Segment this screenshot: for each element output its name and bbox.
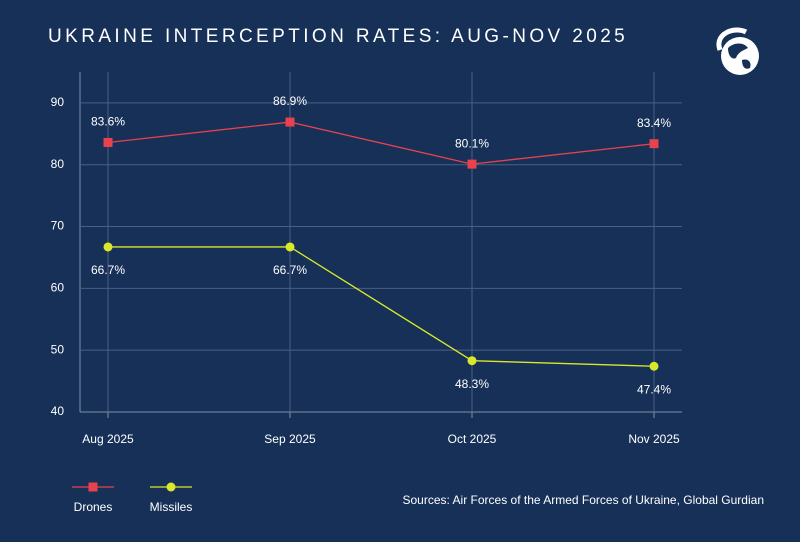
y-tick-label: 50 [51, 342, 65, 356]
value-label: 66.7% [273, 263, 307, 277]
y-tick-label: 70 [51, 219, 65, 233]
data-point [467, 159, 477, 169]
legend-marker [166, 482, 176, 492]
x-tick-label: Sep 2025 [264, 432, 316, 446]
data-point [103, 137, 113, 147]
source-note: Sources: Air Forces of the Armed Forces … [403, 493, 765, 507]
series-line [107, 121, 655, 165]
y-tick-label: 80 [51, 157, 65, 171]
x-tick-label: Nov 2025 [628, 432, 680, 446]
legend-marker [88, 482, 98, 492]
value-label: 86.9% [273, 94, 307, 108]
legend-label: Missiles [150, 500, 193, 514]
value-label: 66.7% [91, 263, 125, 277]
x-tick-label: Oct 2025 [448, 432, 497, 446]
logo [716, 27, 759, 75]
value-label: 80.1% [455, 136, 489, 150]
value-label: 83.6% [91, 115, 125, 129]
y-tick-label: 90 [51, 95, 65, 109]
chart-title: UKRAINE INTERCEPTION RATES: AUG-NOV 2025 [48, 26, 628, 47]
value-label: 48.3% [455, 377, 489, 391]
y-tick-label: 60 [51, 281, 65, 295]
x-tick-label: Aug 2025 [82, 432, 134, 446]
data-point [467, 356, 477, 366]
legend-label: Drones [74, 500, 113, 514]
value-label: 83.4% [637, 116, 671, 130]
data-point [285, 242, 295, 252]
value-label: 47.4% [637, 382, 671, 396]
data-point [649, 361, 659, 371]
data-point [285, 117, 295, 127]
data-point [103, 242, 113, 252]
y-tick-label: 40 [51, 404, 65, 418]
series-line [108, 246, 655, 367]
data-point [649, 139, 659, 149]
